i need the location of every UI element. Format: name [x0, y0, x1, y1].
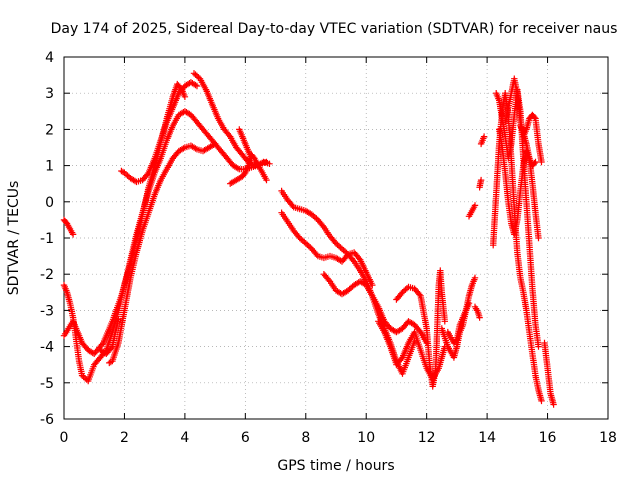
series-arc-x	[502, 75, 545, 166]
y-tick-label: 2	[45, 122, 54, 138]
series-arc-q	[471, 303, 483, 321]
x-axis-label: GPS time / hours	[277, 458, 394, 474]
x-tick-label: 0	[60, 430, 69, 446]
series-arc-d	[106, 140, 219, 367]
x-tick-label: 8	[301, 430, 310, 446]
data-point	[471, 274, 479, 281]
series-arc-t	[477, 133, 488, 148]
series-arc-e	[97, 316, 122, 357]
data-point	[538, 158, 545, 166]
y-tick-label: 4	[45, 50, 54, 66]
y-tick-label: 0	[45, 195, 54, 211]
data-point	[192, 81, 199, 89]
series-arc-i	[236, 126, 255, 162]
data-point	[107, 344, 115, 352]
data-point	[538, 397, 545, 405]
x-tick-label: 4	[180, 430, 189, 446]
data-point	[181, 93, 189, 100]
series-arc-f	[118, 79, 201, 186]
x-tick-label: 10	[357, 430, 375, 446]
data-series	[60, 70, 557, 408]
data-point	[416, 291, 423, 298]
data-point	[115, 316, 122, 323]
data-point	[441, 318, 448, 325]
data-point	[248, 155, 255, 162]
x-tick-label: 6	[241, 430, 250, 446]
data-point	[144, 171, 151, 178]
series-arc-l	[320, 271, 430, 347]
y-tick-label: -3	[40, 303, 54, 319]
y-tick-label: -5	[40, 376, 54, 392]
data-point	[403, 285, 411, 292]
data-point	[531, 160, 538, 167]
series-arc-z	[541, 339, 557, 408]
y-tick-label: -1	[40, 231, 54, 247]
x-tick-label: 12	[418, 430, 436, 446]
data-point	[476, 314, 483, 321]
series-arc-s	[476, 176, 485, 191]
chart-title: Day 174 of 2025, Sidereal Day-to-day VTE…	[51, 21, 618, 37]
series-arc-k	[278, 209, 376, 289]
data-point	[69, 231, 77, 238]
data-point	[210, 141, 217, 148]
y-axis-label: SDTVAR / TECUs	[6, 181, 22, 296]
x-tick-label: 14	[478, 430, 496, 446]
data-point	[263, 176, 270, 184]
x-tick-label: 2	[120, 430, 129, 446]
data-point	[325, 276, 332, 284]
series-arc-c	[60, 108, 273, 385]
data-point	[532, 158, 539, 166]
data-point	[535, 234, 542, 242]
y-tick-label: -6	[40, 412, 54, 428]
data-point	[369, 281, 376, 289]
data-point	[305, 242, 312, 250]
series-arc-n	[393, 267, 448, 390]
y-tick-label: 1	[45, 159, 54, 175]
data-point	[465, 300, 473, 307]
data-point	[211, 140, 219, 148]
x-tick-label: 16	[539, 430, 557, 446]
data-point	[319, 222, 326, 229]
y-tick-label: -4	[40, 340, 54, 356]
data-point	[550, 401, 557, 408]
data-point	[180, 145, 187, 152]
series-arc-a	[60, 216, 77, 238]
data-point	[480, 133, 488, 140]
data-point	[193, 82, 201, 90]
series-arc-w	[496, 126, 542, 242]
y-tick-label: -2	[40, 267, 54, 283]
data-point	[471, 202, 479, 209]
grid	[64, 57, 608, 419]
data-point	[335, 242, 343, 250]
series-arc-j	[278, 187, 418, 377]
data-point	[98, 341, 106, 348]
data-point	[192, 145, 199, 152]
series-arc-r	[465, 202, 479, 220]
x-tick-label: 18	[599, 430, 617, 446]
y-tick-label: 3	[45, 86, 54, 102]
series-arc-p	[444, 300, 473, 347]
data-point	[234, 165, 241, 172]
data-point	[452, 337, 460, 344]
data-point	[225, 132, 233, 139]
data-point	[398, 355, 405, 363]
data-point	[263, 158, 270, 166]
series-arc-y	[517, 122, 539, 169]
data-point	[477, 176, 485, 184]
data-point	[535, 343, 542, 350]
data-point	[192, 71, 199, 78]
data-point	[531, 114, 538, 121]
